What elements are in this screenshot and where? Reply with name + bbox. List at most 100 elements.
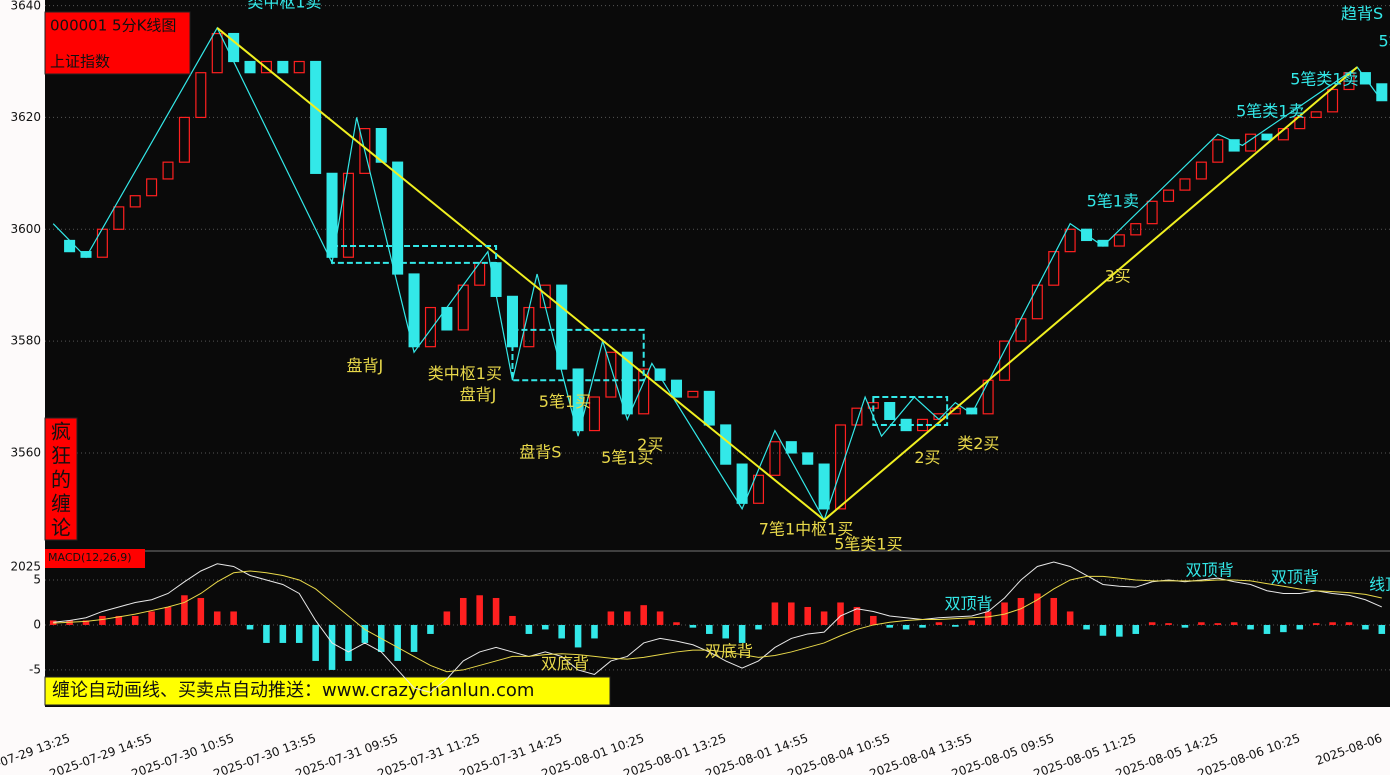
candle-body (884, 402, 896, 420)
candle-body (1294, 116, 1306, 130)
candle-body (834, 424, 847, 510)
macd-bar (1329, 622, 1336, 625)
candle-body (162, 161, 174, 180)
candle-body (572, 368, 584, 432)
signal-label: 7笔1中枢1买 (759, 520, 854, 539)
signal-label: 盘背S (519, 442, 561, 461)
signal-label: 双底背 (705, 641, 753, 660)
macd-bar (689, 624, 697, 628)
segments (216, 27, 1358, 522)
macd-bar (1214, 623, 1222, 625)
center-box (331, 245, 498, 264)
macd-bar (607, 611, 615, 625)
signal-label: 5笔1买 (539, 392, 591, 411)
macd-bar (558, 624, 565, 639)
macd-line (53, 570, 1382, 673)
macd-bar (164, 606, 172, 625)
signal-label: 线顶 (1369, 575, 1390, 594)
candle-body (342, 172, 354, 258)
macd-bar (673, 622, 680, 625)
macd-bar (591, 624, 598, 639)
macd-bar (952, 624, 959, 627)
candle-body (1064, 228, 1076, 253)
macd-bar (1362, 624, 1369, 630)
side-label: 的 (51, 468, 71, 492)
macd-bar (1345, 622, 1353, 625)
macd-bar (246, 624, 254, 630)
indicator-title: MACD(12,26,9) (48, 551, 132, 564)
macd-bar (230, 611, 237, 625)
x-tick-label: 2025-08-06 (1314, 731, 1384, 768)
macd-bar (837, 602, 844, 625)
macd-bar (1099, 624, 1107, 636)
macd-bar (131, 615, 139, 625)
candle-body (1228, 139, 1240, 152)
candle-body (621, 351, 633, 415)
macd-bar (279, 624, 287, 643)
macd-bar (1017, 597, 1025, 625)
candle-body (769, 441, 781, 476)
macd-bar (968, 620, 976, 625)
candle-body (670, 379, 683, 398)
banner: 缠论自动画线、买卖点自动推送：www.crazychanlun.com (52, 680, 534, 701)
candle-body (818, 463, 830, 510)
macd-bar (345, 624, 352, 661)
candle-body (260, 60, 272, 74)
candle-body (441, 306, 453, 331)
signal-label: 5笔类1买 (834, 535, 902, 554)
macd-bar (1050, 597, 1058, 625)
candle-body (113, 206, 125, 230)
macd-bar (541, 624, 549, 630)
side-label: 狂 (51, 444, 71, 468)
macd-bar (738, 624, 746, 643)
chart-title: 000001 5分K线图 (50, 17, 176, 35)
top-label: 2025 (10, 560, 41, 574)
title-box (44, 11, 191, 75)
candle-body (1048, 251, 1060, 286)
macd-bar (722, 624, 729, 639)
y-tick-label: 5 (33, 572, 41, 586)
macd-bar (295, 624, 303, 643)
macd-bar (82, 620, 90, 625)
candle-body (1179, 178, 1191, 191)
side-label: 疯 (51, 420, 71, 444)
y-tick-label: 3640 (10, 0, 41, 13)
candle-body (605, 351, 617, 398)
signal-label: 类2买 (957, 434, 999, 453)
indicator-box (45, 549, 145, 568)
macd-bar (410, 624, 418, 652)
candle-body (785, 441, 797, 454)
candle-body (851, 407, 863, 426)
signal-label: 2买 (914, 448, 940, 467)
macd-bar (1378, 624, 1386, 634)
macd-bar (771, 602, 779, 625)
candle-body (1146, 200, 1158, 225)
macd-bar (1034, 593, 1041, 625)
macd-bar (1148, 622, 1156, 625)
macd-bar (476, 595, 483, 625)
macd-bar (394, 624, 401, 661)
y-tick-label: 3620 (10, 110, 41, 124)
center-box (872, 396, 949, 426)
macd-bar (984, 611, 992, 625)
macd-bar (492, 597, 500, 625)
candle-body (703, 390, 715, 426)
candle-body (654, 368, 666, 381)
macd-bar (263, 624, 270, 643)
candle-body (195, 72, 207, 119)
y-tick-label: -5 (29, 662, 41, 676)
candle-body (326, 172, 338, 258)
macd-bar (935, 622, 943, 625)
candle-body (1130, 223, 1142, 236)
candle-body (244, 60, 256, 74)
y-tick-label: 3580 (10, 334, 41, 348)
signal-label: 双底背 (541, 654, 589, 673)
signal-label: 双顶背 (1186, 560, 1234, 579)
macd-bar (886, 624, 894, 628)
side-label-box (44, 417, 78, 541)
signal-label: 盘背J (460, 385, 497, 404)
macd-bar (788, 602, 795, 625)
macd-bar (148, 611, 155, 625)
macd-bar (312, 624, 319, 661)
